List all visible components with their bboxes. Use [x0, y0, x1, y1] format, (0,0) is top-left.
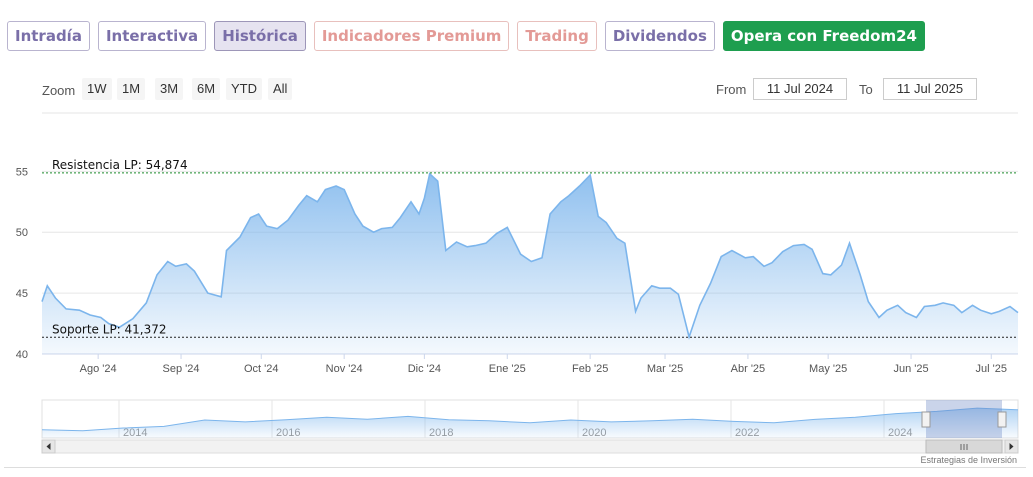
- annotation-label: Resistencia LP: 54,874: [52, 158, 188, 172]
- x-tick-label: Jun '25: [893, 363, 928, 375]
- x-tick-label: May '25: [809, 363, 847, 375]
- x-tick-label: Nov '24: [326, 363, 363, 375]
- tab-hist-rica[interactable]: Histórica: [214, 21, 306, 51]
- x-tick-label: Mar '25: [647, 363, 683, 375]
- to-date-input[interactable]: 11 Jul 2025: [883, 78, 977, 100]
- zoom-all-button[interactable]: All: [268, 78, 293, 100]
- chart-tabs: Intradía Interactiva Histórica Indicadores …: [7, 21, 925, 51]
- navigator-left-handle[interactable]: [921, 411, 931, 428]
- tab-trading[interactable]: Trading: [517, 21, 597, 51]
- x-tick-label: Feb '25: [572, 363, 608, 375]
- navigator-line: [41, 407, 1019, 432]
- scroll-right-arrow-icon: [1009, 443, 1014, 450]
- bottom-divider: [4, 467, 1026, 468]
- tab-indicadores-premium[interactable]: Indicadores Premium: [313, 21, 510, 51]
- x-tick-label: Ene '25: [489, 363, 526, 375]
- navigator-right-handle[interactable]: [997, 411, 1007, 428]
- x-tick-label: Oct '24: [244, 363, 279, 375]
- price-area: [42, 173, 1018, 354]
- annotation-label: Soporte LP: 41,372: [52, 322, 167, 336]
- y-axis: 40 45 50 55: [16, 166, 28, 361]
- tab-dividendos[interactable]: Dividendos: [604, 21, 715, 51]
- price-line: [41, 172, 1019, 340]
- zoom-label: Zoom: [42, 83, 76, 98]
- x-axis: Ago '24 Sep '24 Oct '24 Nov '24 Dic '24 Ene '…: [80, 354, 1007, 375]
- y-tick-label: 55: [16, 166, 28, 178]
- footer-credit: Estrategias de Inversión: [920, 455, 1017, 465]
- zoom-1w-button[interactable]: 1W: [82, 78, 112, 100]
- scrollbar-track[interactable]: [41, 439, 1019, 454]
- y-tick-label: 50: [16, 227, 28, 239]
- x-tick-label: Sep '24: [163, 363, 200, 375]
- x-tick-label: Ago '24: [80, 363, 117, 375]
- x-tick-label: Abr '25: [731, 363, 766, 375]
- navigator[interactable]: 201420162018202020222024: [41, 399, 1019, 454]
- scroll-left-arrow-icon: [46, 443, 51, 450]
- navigator-selection[interactable]: [926, 400, 1002, 438]
- tab-interactiva[interactable]: Interactiva: [97, 21, 207, 51]
- tab-opera-con-freedom24[interactable]: Opera con Freedom24: [722, 21, 925, 51]
- x-tick-label: Jul '25: [976, 363, 1007, 375]
- to-label: To: [859, 82, 873, 97]
- from-label: From: [716, 82, 747, 97]
- from-date-input[interactable]: 11 Jul 2024: [753, 78, 847, 100]
- x-tick-label: Dic '24: [408, 363, 441, 375]
- zoom-6m-button[interactable]: 6M: [192, 78, 221, 100]
- zoom-1m-button[interactable]: 1M: [117, 78, 146, 100]
- price-chart: 40 45 50 55 Resistencia LP: 54,874 Soporte L…: [16, 112, 1019, 454]
- y-tick-label: 45: [16, 288, 28, 300]
- zoom-3m-button[interactable]: 3M: [155, 78, 184, 100]
- chart-toolbar: Zoom 1W 1M 3M 6M YTD All From 11 Jul 202…: [0, 77, 1033, 101]
- scrollbar-grip-icon: [960, 444, 968, 450]
- zoom-ytd-button[interactable]: YTD: [226, 78, 262, 100]
- tab-intrad-a[interactable]: Intradía: [7, 21, 90, 51]
- y-tick-label: 40: [16, 349, 28, 361]
- support-resistance-lines: Resistencia LP: 54,874 Soporte LP: 41,372: [42, 158, 1018, 338]
